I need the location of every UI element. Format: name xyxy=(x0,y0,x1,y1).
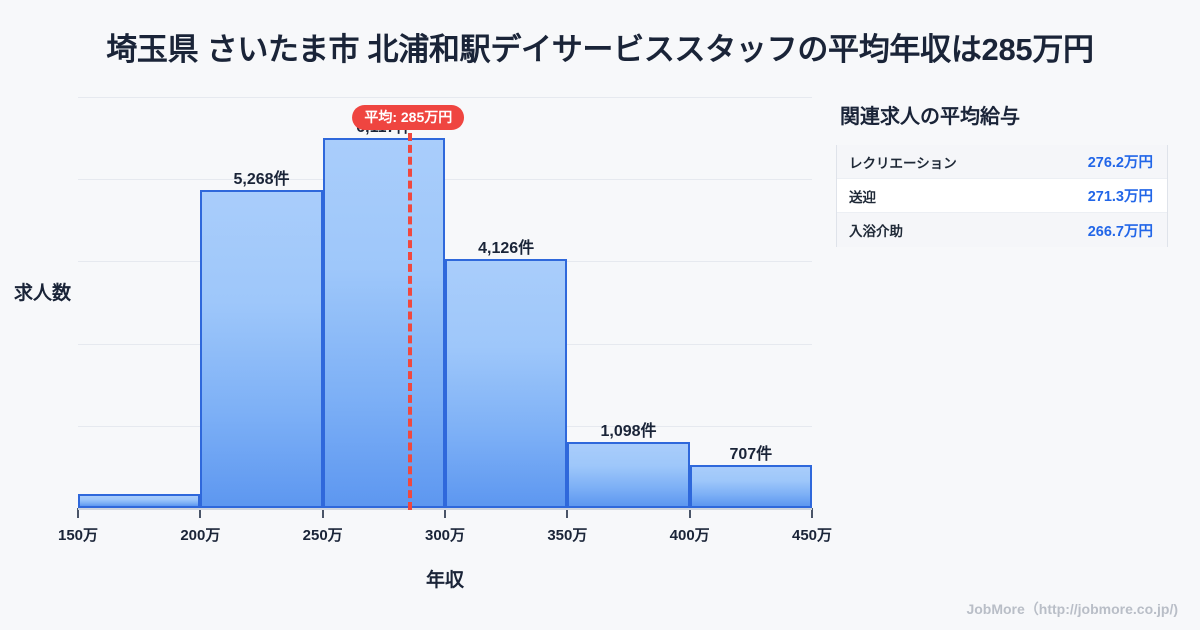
bar-value-label: 707件 xyxy=(729,446,773,464)
salary-row-label: レクリエーション xyxy=(849,155,957,171)
salary-row-value: 276.2万円 xyxy=(1087,155,1153,171)
salary-row[interactable]: レクリエーション 276.2万円 xyxy=(837,145,1167,179)
average-badge: 平均: 285万円 xyxy=(352,105,465,130)
histogram-bar xyxy=(322,138,445,508)
salary-row-label: 入浴介助 xyxy=(849,224,903,239)
histogram-bar xyxy=(200,189,323,508)
average-line xyxy=(408,133,413,510)
x-tick-mark xyxy=(566,508,569,518)
bar-value-label: 4,126件 xyxy=(478,239,535,257)
gridline xyxy=(78,179,812,181)
salary-row-label: 送迎 xyxy=(849,189,876,205)
salary-row-value: 271.3万円 xyxy=(1087,189,1153,205)
x-tick-label: 400万 xyxy=(669,527,710,544)
salary-row[interactable]: 送迎 271.3万円 xyxy=(837,179,1167,213)
salary-row-value: 266.7万円 xyxy=(1087,223,1153,240)
x-tick-label: 300万 xyxy=(424,527,466,544)
x-tick-label: 350万 xyxy=(547,527,588,544)
footer-watermark: JobMore（http://jobmore.co.jp/) xyxy=(966,601,1178,617)
x-tick-label: 200万 xyxy=(180,527,221,544)
x-tick-mark xyxy=(444,508,446,518)
x-tick-label: 250万 xyxy=(302,527,343,544)
y-axis-title: 求人数 xyxy=(14,283,72,304)
x-tick-mark xyxy=(199,508,202,518)
bar-value-label: 5,268件 xyxy=(233,170,290,188)
bar-value-label: 1,098件 xyxy=(600,422,657,440)
gridline xyxy=(78,97,812,98)
x-tick-mark xyxy=(321,508,324,518)
x-axis-title: 年収 xyxy=(425,570,464,591)
salary-row[interactable]: 入浴介助 266.7万円 xyxy=(837,213,1167,247)
x-tick-mark xyxy=(77,508,79,518)
histogram-bar xyxy=(78,493,201,508)
histogram-bar xyxy=(445,258,568,508)
related-salary-title: 関連求人の平均給与 xyxy=(840,106,1020,128)
related-salary-table: レクリエーション 276.2万円送迎 271.3万円入浴介助 266.7万円 xyxy=(836,145,1168,247)
histogram-bar xyxy=(689,465,812,508)
x-axis-line xyxy=(78,508,812,510)
x-tick-mark xyxy=(688,508,691,518)
related-salary-panel: 関連求人の平均給与 レクリエーション 276.2万円送迎 271.3万円入浴介助 26… xyxy=(836,100,1172,247)
x-tick-label: 150万 xyxy=(57,527,99,544)
x-tick-mark xyxy=(811,508,813,518)
x-tick-label: 450万 xyxy=(791,527,833,544)
histogram-bar xyxy=(567,441,690,508)
page-title: 埼玉県 さいたま市 北浦和駅デイサービススタッフの平均年収は285万円 xyxy=(106,32,1094,67)
